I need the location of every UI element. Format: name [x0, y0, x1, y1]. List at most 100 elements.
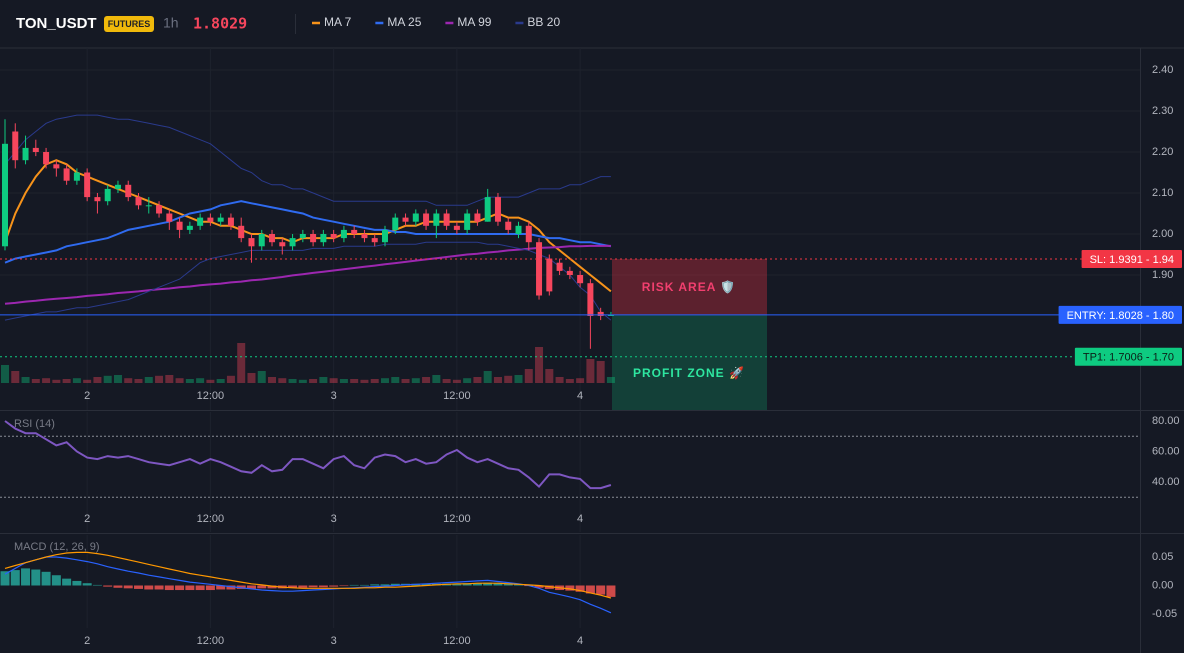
candle-body [371, 238, 378, 243]
histogram-bar [380, 584, 390, 586]
candle-body [186, 225, 193, 230]
legend-label: BB 20 [527, 15, 560, 29]
level-label: SL: 1.9391 - 1.94 [1090, 254, 1174, 266]
volume-bar [52, 379, 61, 383]
volume-bar [565, 379, 574, 383]
x-tick-label: 3 [331, 513, 337, 525]
volume-bar [473, 377, 482, 383]
zone-label: PROFIT ZONE 🚀 [633, 366, 745, 380]
candle-body [546, 258, 553, 292]
candle-body [536, 242, 543, 296]
pane-title: MACD (12, 26, 9) [14, 541, 100, 553]
histogram-bar [585, 585, 595, 594]
volume-bar [319, 377, 328, 383]
candle-body [433, 213, 440, 226]
candle-body [340, 229, 347, 239]
symbol: TON_USDT [16, 15, 97, 32]
histogram-bar [318, 585, 328, 588]
candle-body [269, 234, 276, 243]
volume-bar [329, 378, 338, 383]
candle-body [423, 213, 430, 226]
candle-body [587, 283, 594, 316]
histogram-bar [534, 585, 544, 588]
candle-body [310, 234, 317, 243]
candle-body [299, 234, 306, 239]
y-tick-label: 0.00 [1152, 579, 1173, 591]
y-tick-label: 2.10 [1152, 187, 1173, 199]
histogram-bar [596, 585, 606, 595]
volume-bar [134, 379, 143, 383]
candle-body [22, 147, 29, 161]
indicator-line [4, 241, 612, 321]
zone-label: RISK AREA 🛡️ [642, 280, 736, 294]
x-tick-label: 4 [577, 390, 583, 402]
volume-bar [514, 375, 523, 383]
y-tick-label: 60.00 [1152, 445, 1180, 457]
candle-body [84, 172, 91, 198]
candle-body [176, 221, 183, 230]
candle-body [474, 213, 481, 222]
candle-body [525, 225, 532, 243]
volume-bar [144, 377, 153, 383]
candle-body [505, 221, 512, 230]
histogram-bar [195, 585, 205, 591]
candle-body [73, 172, 80, 181]
volume-bar [493, 377, 502, 383]
candle-body [351, 229, 358, 235]
candle-body [361, 234, 368, 239]
candle-body [289, 238, 296, 247]
volume-bar [452, 379, 461, 383]
volume-bar [257, 371, 266, 383]
candle-body [94, 197, 101, 202]
candle-body [484, 197, 491, 222]
volume-bar [247, 373, 256, 383]
x-tick-label: 3 [331, 635, 337, 647]
volume-bar [11, 371, 20, 383]
histogram-bar [185, 585, 195, 591]
candle-body [412, 213, 419, 222]
candle-body [43, 152, 50, 165]
histogram-bar [62, 578, 72, 586]
candle-body [566, 270, 573, 275]
x-tick-label: 3 [331, 390, 337, 402]
x-tick-label: 2 [84, 390, 90, 402]
histogram-bar [514, 584, 523, 586]
volume-bar [268, 377, 277, 383]
x-tick-label: 4 [577, 513, 583, 525]
volume-bar [175, 378, 184, 383]
candle-body [607, 314, 614, 316]
histogram-bar [565, 585, 575, 591]
histogram-bar [493, 583, 503, 586]
candle-body [63, 168, 70, 181]
volume-bar [124, 378, 133, 383]
histogram-bar [113, 585, 123, 588]
histogram-bar [103, 585, 113, 587]
histogram-bar [483, 582, 493, 586]
candle-body [556, 262, 563, 271]
volume-bar [524, 369, 533, 383]
volume-bar [278, 378, 287, 383]
histogram-bar [359, 584, 369, 586]
volume-bar [237, 343, 246, 383]
histogram-bar [329, 585, 339, 587]
volume-bar [196, 378, 205, 383]
y-tick-label: 40.00 [1152, 476, 1180, 488]
volume-bar [288, 379, 297, 383]
histogram-bar [21, 568, 31, 586]
indicator-line [4, 159, 612, 293]
candle-body [577, 274, 584, 284]
volume-bar [21, 377, 30, 383]
level-label: TP1: 1.7006 - 1.70 [1083, 352, 1174, 364]
badge-bg [104, 16, 154, 32]
rsi-line [4, 420, 612, 490]
candle-body [197, 217, 204, 226]
candle-body [392, 217, 399, 230]
candle-body [597, 311, 604, 316]
histogram-bar [308, 585, 318, 588]
histogram-bar [257, 585, 267, 589]
histogram-bar [472, 583, 482, 586]
y-tick-label: 2.00 [1152, 228, 1173, 240]
volume-bar [483, 371, 492, 383]
indicator-line [4, 114, 611, 206]
